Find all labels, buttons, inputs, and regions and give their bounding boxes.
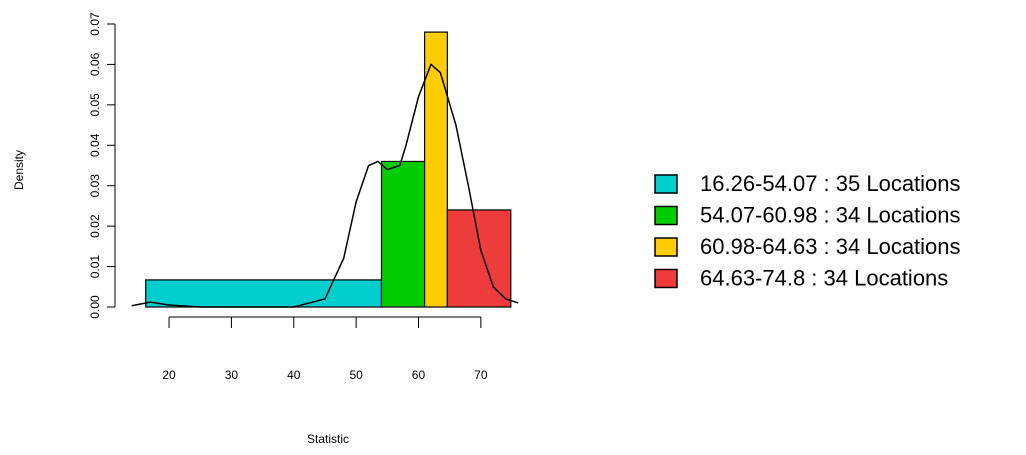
y-tick-label: 0.06 [88,52,102,76]
legend-label: 60.98-64.63 : 34 Locations [700,234,961,259]
x-tick-label: 60 [412,368,426,382]
x-tick-label: 20 [162,368,176,382]
bar [145,279,383,308]
y-tick-label: 0.02 [88,214,102,238]
x-axis-label: Statistic [307,432,349,446]
x-tick-label: 30 [225,368,239,382]
bar [424,31,448,308]
y-tick-label: 0.01 [88,255,102,279]
x-tick-label: 70 [474,368,488,382]
legend-label: 54.07-60.98 : 34 Locations [700,202,961,227]
y-tick-label: 0.04 [88,133,102,157]
legend-swatch [654,205,678,226]
y-tick-label: 0.05 [88,93,102,117]
x-tick-label: 50 [349,368,363,382]
bar [380,160,426,308]
x-tick-label: 40 [287,368,301,382]
legend-label: 64.63-74.8 : 34 Locations [700,265,948,290]
legend-label: 16.26-54.07 : 35 Locations [700,171,961,196]
y-tick-label: 0.00 [88,295,102,319]
y-axis-label: Density [12,150,26,190]
bar [446,209,512,308]
legend-swatch [654,237,678,257]
legend-swatch [654,174,678,194]
y-tick-label: 0.07 [88,12,102,36]
density-curve [131,63,519,308]
y-tick-label: 0.03 [88,174,102,198]
legend-swatch [654,268,678,289]
